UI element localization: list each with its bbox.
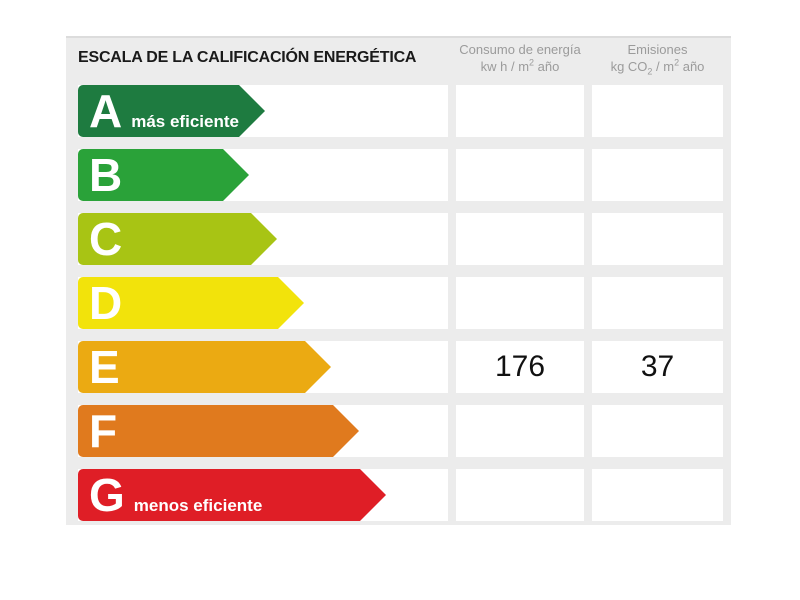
rating-arrow-body: C (78, 213, 251, 265)
rating-arrow-body: A más eficiente (78, 85, 239, 137)
rating-row-e: E 176 37 (66, 341, 731, 393)
rating-letter: D (89, 277, 123, 329)
arrow-tip-icon (238, 85, 291, 137)
rating-arrow-d: D (78, 277, 330, 329)
arrow-tip-icon (305, 341, 357, 393)
emisiones-cell-a (592, 85, 723, 137)
rating-row-a: A más eficiente (66, 85, 731, 137)
consumo-cell-g (456, 469, 584, 521)
rating-letter: A (89, 85, 123, 137)
emisiones-cell-f (592, 405, 723, 457)
arrow-tip-icon (251, 213, 303, 265)
rating-arrow-b: B (78, 149, 275, 201)
arrow-tip-icon (333, 405, 385, 457)
rating-letter: E (89, 341, 120, 393)
consumo-cell-e: 176 (456, 341, 584, 393)
emisiones-cell-c (592, 213, 723, 265)
rating-arrow-f: F (78, 405, 385, 457)
consumo-cell-d (456, 277, 584, 329)
consumo-cell-a (456, 85, 584, 137)
rating-arrow-body: G menos eficiente (78, 469, 360, 521)
rating-letter: F (89, 405, 118, 457)
rating-letter: G (89, 469, 125, 521)
emisiones-value: 37 (640, 350, 675, 383)
consumo-cell-b (456, 149, 584, 201)
rating-label: más eficiente (131, 112, 239, 131)
rating-row-b: B (66, 149, 731, 201)
consumo-header-line1: Consumo de energía (459, 42, 581, 57)
rating-row-g: G menos eficiente (66, 469, 731, 521)
emisiones-cell-e: 37 (592, 341, 723, 393)
page-title: ESCALA DE LA CALIFICACIÓN ENERGÉTICA (78, 49, 417, 66)
rating-label: menos eficiente (133, 496, 263, 515)
rating-arrow-body: B (78, 149, 223, 201)
emisiones-header-line1: Emisiones (627, 42, 688, 57)
rating-row-d: D (66, 277, 731, 329)
rating-arrow-e: E (78, 341, 357, 393)
rating-letter: B (89, 149, 123, 201)
rating-letter: C (89, 213, 123, 265)
emisiones-cell-b (592, 149, 723, 201)
emisiones-cell-g (592, 469, 723, 521)
rating-arrow-a: A más eficiente (78, 85, 265, 137)
arrow-tip-icon (360, 469, 412, 521)
energy-scale-panel: ESCALA DE LA CALIFICACIÓN ENERGÉTICA Con… (66, 36, 731, 525)
emisiones-column-header: Emisiones kg CO2 / m2 año (592, 41, 723, 77)
rating-arrow-body: E (78, 341, 305, 393)
consumo-header-line2: kw h / m2 año (480, 57, 560, 74)
emisiones-header-line2: kg CO2 / m2 año (610, 57, 705, 77)
emisiones-cell-d (592, 277, 723, 329)
arrow-tip-icon (223, 149, 275, 201)
rating-arrow-body: F (78, 405, 333, 457)
rating-arrow-g: G menos eficiente (78, 469, 412, 521)
rating-row-c: C (66, 213, 731, 265)
consumo-column-header: Consumo de energía kw h / m2 año (456, 41, 584, 75)
consumo-cell-f (456, 405, 584, 457)
rating-arrow-c: C (78, 213, 303, 265)
rating-arrow-body: D (78, 277, 278, 329)
consumo-value: 176 (494, 350, 546, 383)
arrow-tip-icon (278, 277, 330, 329)
consumo-cell-c (456, 213, 584, 265)
rating-row-f: F (66, 405, 731, 457)
